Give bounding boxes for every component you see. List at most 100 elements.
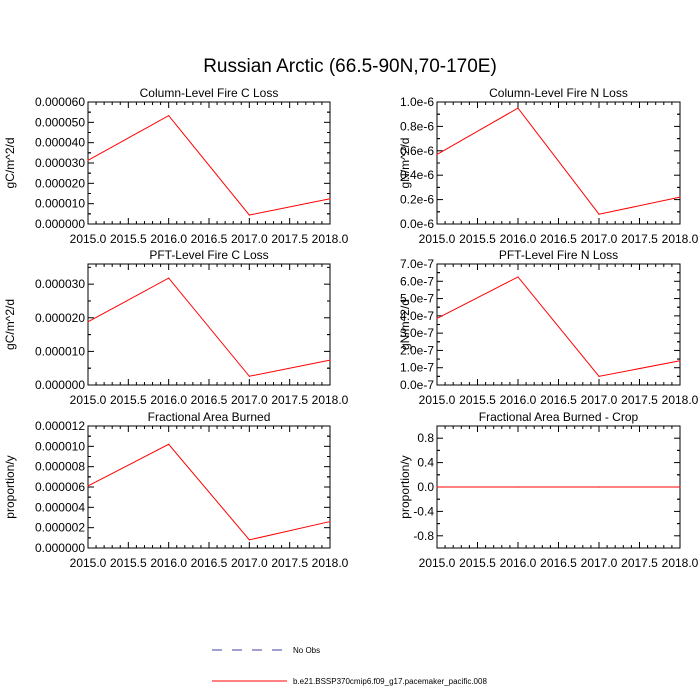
y-tick-label: 0.0 xyxy=(417,480,434,494)
x-tick-label: 2015.5 xyxy=(459,393,496,407)
y-tick-label: 0.000010 xyxy=(35,344,85,358)
x-tick-label: 2017.5 xyxy=(271,556,308,570)
y-tick-label: -0.4 xyxy=(413,504,434,518)
x-tick-label: 2016.0 xyxy=(150,232,187,246)
y-axis-label: gC/m^2/d xyxy=(3,138,17,189)
y-tick-label: 0.000004 xyxy=(35,500,85,514)
x-tick-label: 2015.5 xyxy=(110,556,147,570)
y-axis-label: gC/m^2/d xyxy=(3,299,17,350)
panel-title: Column-Level Fire N Loss xyxy=(489,86,628,100)
data-point xyxy=(248,375,250,377)
panel-title: PFT-Level Fire C Loss xyxy=(149,248,268,262)
x-tick-label: 2018.0 xyxy=(662,393,699,407)
data-point xyxy=(598,486,600,488)
y-tick-label: 0.000008 xyxy=(35,460,85,474)
y-tick-label: 0.000030 xyxy=(35,277,85,291)
x-tick-label: 2015.5 xyxy=(110,232,147,246)
x-tick-label: 2015.0 xyxy=(419,232,456,246)
x-tick-label: 2016.0 xyxy=(500,556,537,570)
x-tick-label: 2017.0 xyxy=(581,393,618,407)
plot-frame xyxy=(436,263,681,386)
series-line xyxy=(436,276,681,377)
legend: No Obs b.e21.BSSP370cmip6.f09_g17.pacemak… xyxy=(212,646,487,686)
figure-title: Russian Arctic (66.5-90N,70-170E) xyxy=(203,56,497,77)
data-point xyxy=(679,486,681,488)
panel-title: Fractional Area Burned xyxy=(148,410,271,424)
y-tick-label: 1.0e-7 xyxy=(400,361,434,375)
x-tick-label: 2018.0 xyxy=(312,393,349,407)
x-tick-label: 2018.0 xyxy=(662,232,699,246)
chart-panel-6: Fractional Area Burned - Crop 2015.0 2015.… xyxy=(398,410,699,570)
series-line xyxy=(87,114,331,216)
y-axis-label: proportion/y xyxy=(398,455,412,518)
y-tick-label: 0.000002 xyxy=(35,521,85,535)
data-point xyxy=(436,317,438,320)
y-axis-label: proportion/y xyxy=(3,455,17,518)
x-tick-label: 2016.5 xyxy=(191,556,228,570)
x-tick-label: 2016.5 xyxy=(540,393,577,407)
data-point xyxy=(436,486,438,488)
x-tick-label: 2017.0 xyxy=(231,393,268,407)
x-tick-label: 2015.5 xyxy=(110,393,147,407)
data-point xyxy=(87,485,89,487)
data-point xyxy=(87,159,89,161)
x-tick-label: 2016.0 xyxy=(150,556,187,570)
data-point xyxy=(248,539,250,541)
series-line xyxy=(87,443,331,541)
x-tick-label: 2015.5 xyxy=(459,232,496,246)
data-point xyxy=(87,321,89,323)
x-tick-label: 2017.5 xyxy=(621,556,658,570)
y-tick-label: 0.000040 xyxy=(35,136,85,150)
x-tick-label: 2017.0 xyxy=(231,232,268,246)
data-point xyxy=(329,359,331,361)
legend-label: b.e21.BSSP370cmip6.f09_g17.pacemaker_pac… xyxy=(293,677,487,686)
panel-title: PFT-Level Fire N Loss xyxy=(499,248,618,262)
x-tick-label: 2016.5 xyxy=(540,556,577,570)
chart-panel-5: Fractional Area Burned 2015.0 2015.5 2016.0… xyxy=(3,410,349,570)
x-tick-label: 2015.0 xyxy=(70,232,107,246)
plot-frame xyxy=(87,263,331,386)
y-tick-label: 4.0e-7 xyxy=(400,309,434,323)
y-tick-label: 0.000006 xyxy=(35,480,85,494)
y-tick-label: 0.000000 xyxy=(35,541,85,555)
y-tick-label: 1.0e-6 xyxy=(400,95,434,109)
y-tick-label: 2.0e-7 xyxy=(400,343,434,357)
chart-panel-3: PFT-Level Fire C Loss 2015.0 2015.5 2016.0 2… xyxy=(3,248,349,407)
data-point xyxy=(598,213,600,215)
plot-frame xyxy=(436,101,681,225)
x-tick-label: 2018.0 xyxy=(312,556,349,570)
x-tick-label: 2018.0 xyxy=(312,232,349,246)
data-point xyxy=(679,196,681,198)
y-tick-label: 0.8 xyxy=(417,431,434,445)
y-tick-label: 0.000012 xyxy=(35,419,85,433)
series-line xyxy=(436,107,681,215)
y-tick-label: 0.000060 xyxy=(35,95,85,109)
legend-label: No Obs xyxy=(293,646,320,655)
y-tick-label: 0.000020 xyxy=(35,176,85,190)
x-tick-label: 2015.0 xyxy=(419,393,456,407)
data-point xyxy=(329,520,331,523)
data-point xyxy=(329,198,331,200)
y-tick-label: 5.0e-7 xyxy=(400,292,434,306)
y-tick-label: 0.000050 xyxy=(35,115,85,129)
x-tick-label: 2015.0 xyxy=(70,393,107,407)
y-tick-label: 0.6e-6 xyxy=(400,144,434,158)
y-tick-label: 0.000000 xyxy=(35,378,85,392)
y-tick-label: 0.4 xyxy=(417,456,434,470)
y-tick-label: 3.0e-7 xyxy=(400,326,434,340)
x-tick-label: 2017.5 xyxy=(621,393,658,407)
data-point xyxy=(517,276,519,278)
x-tick-label: 2015.5 xyxy=(459,556,496,570)
y-axis-label: gN/m^2/d xyxy=(398,138,412,189)
y-tick-label: 0.000010 xyxy=(35,439,85,453)
x-tick-label: 2017.0 xyxy=(231,556,268,570)
data-point xyxy=(436,153,438,156)
x-tick-label: 2017.5 xyxy=(271,232,308,246)
x-tick-label: 2016.5 xyxy=(540,232,577,246)
y-tick-label: -0.8 xyxy=(413,529,434,543)
y-tick-label: 6.0e-7 xyxy=(400,274,434,288)
